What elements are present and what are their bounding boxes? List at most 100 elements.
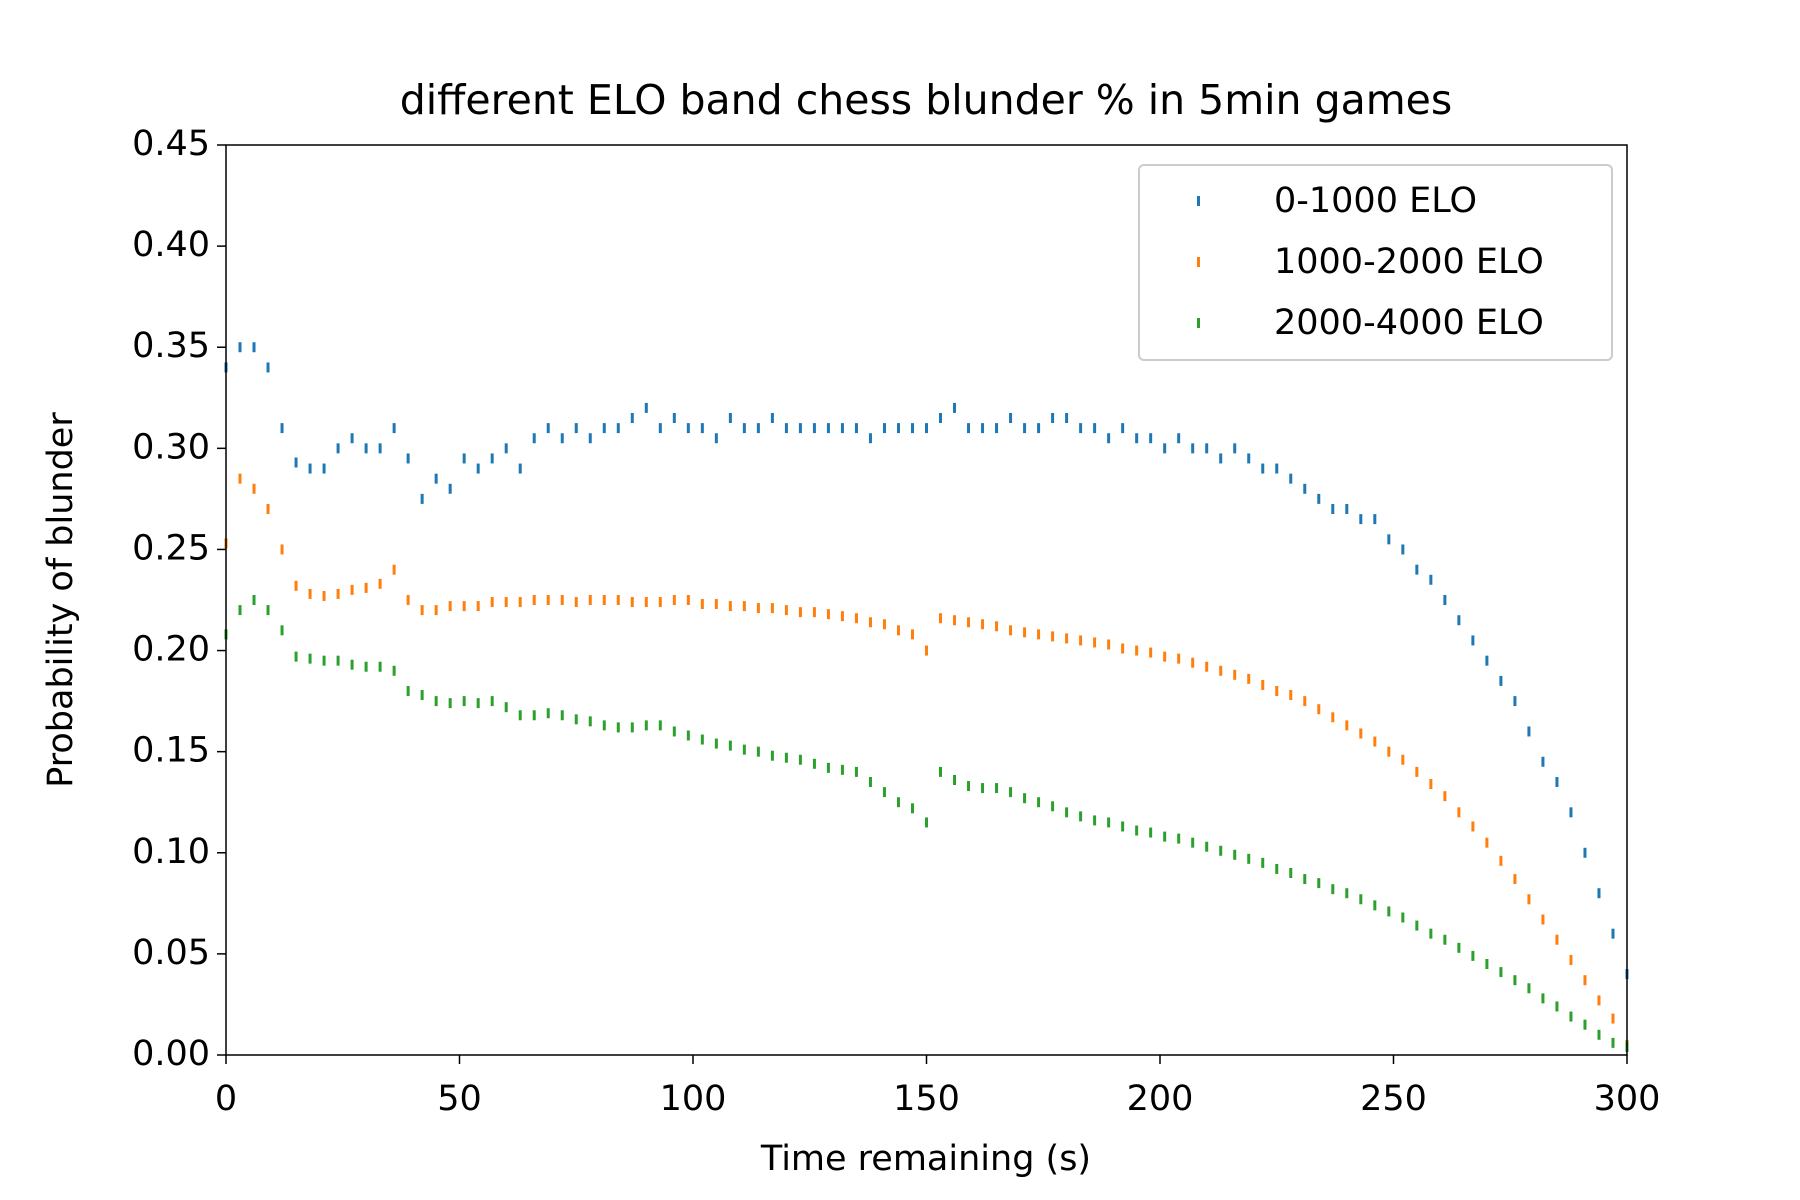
data-point (953, 402, 957, 413)
data-point (896, 797, 900, 808)
data-point (308, 588, 312, 599)
data-point (1177, 653, 1181, 664)
data-point (266, 504, 270, 514)
data-point (1093, 637, 1097, 648)
data-point (1513, 874, 1517, 885)
data-point (1051, 413, 1055, 423)
data-point (1149, 433, 1153, 444)
data-point (1065, 807, 1069, 818)
data-point (532, 710, 536, 721)
data-point (1247, 853, 1251, 864)
data-point (1289, 868, 1293, 878)
data-point (882, 619, 886, 630)
data-point (1583, 847, 1587, 858)
y-axis-label: Probability of blunder (41, 412, 81, 788)
data-point (840, 423, 844, 434)
data-point (1555, 1001, 1559, 1012)
data-point (770, 750, 774, 761)
data-point (910, 423, 914, 434)
data-point (364, 443, 368, 454)
data-point (1359, 728, 1363, 739)
data-point (644, 720, 648, 731)
data-point (826, 423, 830, 434)
data-point (308, 463, 312, 474)
data-point (1107, 433, 1111, 444)
data-point (925, 423, 928, 434)
data-point (1485, 655, 1489, 666)
data-point (1037, 423, 1041, 434)
data-point (294, 651, 298, 662)
data-point (868, 777, 872, 787)
data-point (939, 766, 943, 777)
data-point (434, 605, 438, 616)
data-point (939, 613, 943, 624)
y-tick-label: 0.45 (132, 124, 210, 164)
data-point (1457, 615, 1461, 626)
data-point (1121, 643, 1125, 654)
data-point (1359, 894, 1363, 905)
data-point (1163, 443, 1167, 454)
data-point (1387, 906, 1391, 917)
data-point (1275, 463, 1279, 474)
data-point (518, 463, 522, 474)
data-point (1569, 1011, 1573, 1022)
data-point (910, 629, 914, 640)
data-point (1303, 696, 1307, 707)
data-point (1485, 959, 1489, 969)
data-point (560, 433, 564, 444)
data-point (812, 607, 816, 618)
legend-box (1138, 164, 1613, 361)
y-tick-label: 0.05 (132, 933, 210, 973)
data-point (574, 597, 578, 608)
data-point (728, 413, 732, 423)
data-point (1317, 704, 1321, 715)
data-point (1261, 463, 1265, 474)
data-point (1457, 942, 1461, 953)
data-point (967, 781, 971, 792)
data-point (1541, 914, 1545, 925)
data-point (1191, 443, 1195, 454)
data-point (1233, 443, 1237, 454)
data-point (504, 597, 508, 608)
data-point (1065, 633, 1069, 644)
data-point (364, 582, 368, 593)
data-point (1387, 746, 1391, 757)
data-point (1149, 827, 1153, 838)
data-point (1583, 975, 1587, 986)
data-point (644, 597, 648, 608)
data-point (1401, 912, 1405, 923)
data-point (742, 601, 746, 612)
legend-marker (1197, 257, 1200, 267)
data-point (462, 453, 466, 464)
data-point (770, 413, 774, 423)
data-point (1303, 874, 1307, 885)
legend-label: 1000-2000 ELO (1274, 242, 1544, 282)
data-point (1177, 833, 1181, 844)
x-tick-label: 100 (660, 1079, 727, 1119)
data-point (434, 696, 438, 707)
data-point (798, 754, 802, 765)
data-point (1093, 423, 1097, 434)
data-point (1331, 884, 1335, 895)
data-point (728, 601, 732, 612)
data-point (1513, 696, 1517, 707)
data-point (826, 609, 830, 620)
data-point (1527, 894, 1531, 905)
data-point (266, 362, 270, 373)
data-point (1275, 863, 1279, 874)
data-point (588, 433, 592, 444)
data-point (350, 433, 354, 444)
data-point (574, 423, 578, 434)
data-point (378, 443, 382, 454)
data-point (658, 720, 662, 731)
data-point (266, 605, 270, 616)
data-point (392, 564, 396, 575)
data-point (672, 726, 676, 737)
data-point (784, 752, 788, 763)
data-point (1135, 825, 1139, 836)
data-point (1205, 443, 1209, 454)
data-point (490, 696, 494, 707)
data-point (280, 544, 284, 555)
data-point (1163, 651, 1167, 662)
